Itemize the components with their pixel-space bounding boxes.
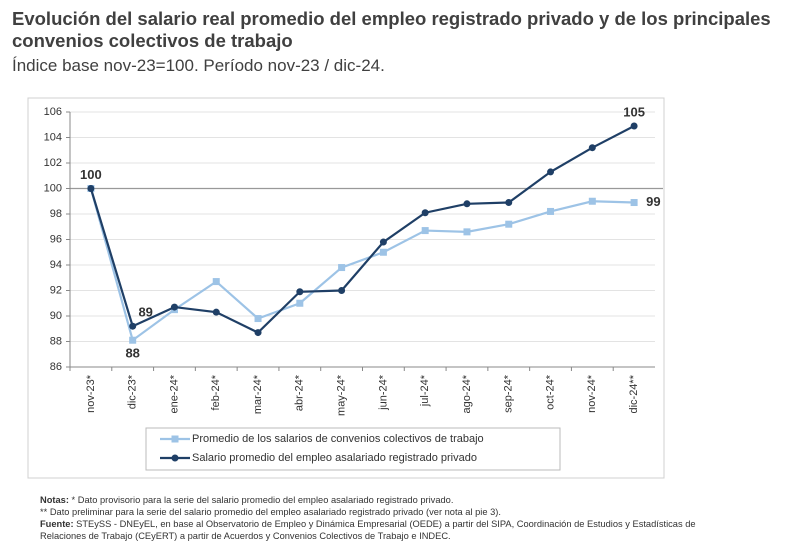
x-tick-label: feb-24* bbox=[210, 374, 222, 410]
legend-label: Salario promedio del empleo asalariado r… bbox=[192, 452, 477, 464]
y-tick-label: 104 bbox=[44, 131, 62, 143]
y-tick-label: 100 bbox=[44, 182, 62, 194]
marker bbox=[505, 199, 513, 207]
chart-frame bbox=[27, 97, 665, 479]
marker bbox=[463, 200, 471, 208]
series-line bbox=[89, 125, 635, 334]
marker bbox=[296, 288, 304, 296]
legend-marker bbox=[171, 435, 179, 443]
marker bbox=[129, 322, 137, 330]
marker bbox=[338, 287, 346, 294]
marker bbox=[338, 264, 346, 272]
x-tick-label: jul-24* bbox=[419, 374, 431, 407]
x-tick-label: dic-23* bbox=[127, 374, 139, 409]
marker bbox=[254, 329, 262, 337]
x-tick-label: abr-24* bbox=[294, 374, 306, 411]
data-label: 99 bbox=[646, 194, 660, 209]
data-label: 88 bbox=[125, 346, 139, 361]
note-text: ** Dato preliminar para la serie del sal… bbox=[40, 507, 501, 517]
notes: Notas: * Dato provisorio para la serie d… bbox=[40, 494, 700, 542]
source: Fuente: STEySS - DNEyEL, en base al Obse… bbox=[40, 518, 700, 542]
chart: 86 88 90 92 94 96 98 100 102 104 106 nov-23* dic-23*… bbox=[27, 97, 665, 479]
marker bbox=[296, 299, 304, 307]
marker bbox=[630, 122, 638, 130]
y-tick-label: 106 bbox=[44, 106, 62, 118]
marker bbox=[630, 199, 638, 207]
x-tick-label: mar-24* bbox=[252, 374, 264, 414]
note: ** Dato preliminar para la serie del sal… bbox=[40, 506, 700, 518]
marker bbox=[212, 308, 220, 316]
marker bbox=[421, 227, 429, 235]
y-tick-label: 88 bbox=[50, 335, 62, 347]
chart-subtitle: Índice base nov-23=100. Período nov-23 /… bbox=[12, 56, 385, 75]
legend-label: Promedio de los salarios de convenios co… bbox=[192, 433, 484, 445]
series-line bbox=[89, 188, 635, 343]
y-tick-label: 92 bbox=[50, 284, 62, 296]
y-tick-label: 90 bbox=[50, 310, 62, 322]
legend-box bbox=[145, 427, 561, 471]
data-label: 105 bbox=[623, 104, 645, 119]
marker bbox=[254, 315, 262, 323]
source-text: STEySS - DNEyEL, en base al Observatorio… bbox=[40, 519, 696, 541]
x-tick-label: nov-23* bbox=[85, 374, 97, 413]
note-text: * Dato provisorio para la serie del sala… bbox=[71, 495, 454, 505]
marker bbox=[547, 168, 555, 176]
x-tick-label: oct-24* bbox=[544, 374, 556, 410]
marker bbox=[463, 228, 471, 236]
marker bbox=[588, 197, 596, 205]
marker bbox=[87, 185, 95, 192]
y-tick-label: 86 bbox=[50, 361, 62, 373]
x-tick-label: sep-24* bbox=[503, 374, 515, 413]
note: Notas: * Dato provisorio para la serie d… bbox=[40, 494, 700, 506]
marker bbox=[129, 336, 137, 344]
marker bbox=[170, 303, 178, 311]
x-tick-label: may-24* bbox=[336, 374, 348, 416]
marker bbox=[547, 207, 555, 215]
y-tick-label: 98 bbox=[50, 208, 62, 220]
x-tick-label: dic-24** bbox=[628, 374, 640, 413]
y-tick-label: 102 bbox=[44, 157, 62, 169]
marker bbox=[421, 209, 429, 217]
data-label: 100 bbox=[80, 167, 102, 182]
x-tick-label: ene-24* bbox=[168, 374, 180, 413]
marker bbox=[505, 220, 513, 228]
source-label: Fuente: bbox=[40, 519, 74, 529]
x-tick-label: ago-24* bbox=[461, 374, 473, 413]
marker bbox=[379, 238, 387, 246]
chart-title: Evolución del salario real promedio del … bbox=[12, 8, 771, 51]
marker bbox=[379, 248, 387, 256]
x-tick-label: nov-24* bbox=[586, 374, 598, 413]
marker bbox=[212, 278, 220, 286]
note-label: Notas: bbox=[40, 495, 69, 505]
y-tick-label: 96 bbox=[50, 233, 62, 245]
y-tick-label: 94 bbox=[50, 259, 62, 271]
marker bbox=[588, 144, 596, 152]
x-tick-label: jun-24* bbox=[377, 374, 389, 411]
legend-marker bbox=[171, 454, 179, 462]
data-label: 89 bbox=[138, 305, 152, 320]
